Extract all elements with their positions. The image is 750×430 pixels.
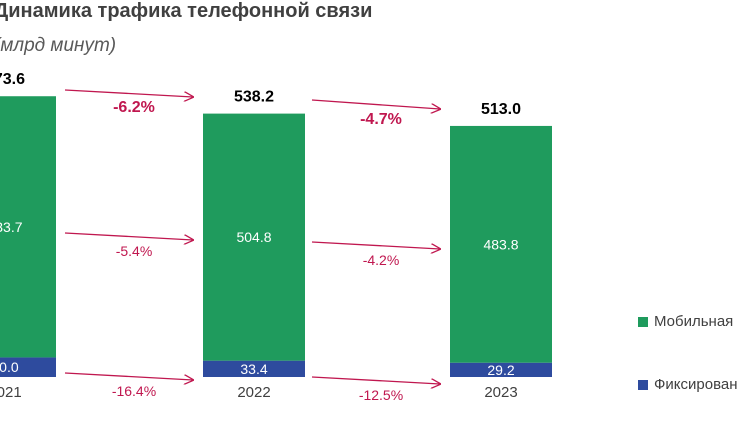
- legend-item-fixed: Фиксирован: [638, 376, 738, 393]
- change-label-fixed-0: -16.4%: [112, 383, 156, 399]
- change-arrow-total-1: [311, 99, 440, 109]
- data-label-mobile-2022: 504.8: [236, 229, 271, 245]
- data-label-fixed-2022: 33.4: [240, 361, 267, 377]
- chart-subtitle: (млрд минут): [0, 35, 117, 56]
- bar-fixed-2022: [203, 360, 305, 377]
- change-label-total-0: -6.2%: [113, 99, 155, 116]
- x-tick-2022: 2022: [237, 384, 270, 401]
- bar-mobile-2022: [203, 113, 305, 361]
- legend-swatch-mobile: [638, 316, 648, 327]
- change-arrow-mobile-1: [311, 241, 440, 249]
- change-label-mobile-1: -4.2%: [363, 252, 400, 268]
- change-arrow-total-0: [64, 89, 193, 97]
- x-tick-2023: 2023: [484, 384, 517, 401]
- change-arrow-fixed-1: [311, 376, 440, 384]
- legend-swatch-fixed: [638, 379, 648, 390]
- data-label-fixed-2021: 40.0: [0, 359, 19, 375]
- legend-item-mobile: Мобильная: [638, 313, 733, 330]
- data-label-mobile-2021: 533.7: [0, 219, 23, 235]
- chart-title: Динамика трафика телефонной связи: [0, 0, 373, 22]
- legend-label-fixed: Фиксирован: [654, 376, 738, 393]
- bar-fixed-2021: [0, 357, 56, 377]
- legend-label-mobile: Мобильная: [654, 313, 734, 330]
- change-arrow-mobile-0: [64, 232, 193, 240]
- total-label-2023: 513.0: [481, 101, 521, 118]
- total-label-2021: 573.6: [0, 71, 25, 88]
- change-label-total-1: -4.7%: [360, 111, 402, 128]
- bar-fixed-2023: [450, 362, 552, 377]
- x-tick-2021: 2021: [0, 384, 22, 401]
- data-label-fixed-2023: 29.2: [487, 362, 514, 378]
- bar-mobile-2023: [450, 125, 552, 363]
- change-arrow-fixed-0: [64, 372, 193, 380]
- bar-mobile-2021: [0, 96, 56, 358]
- change-label-mobile-0: -5.4%: [116, 243, 153, 259]
- total-label-2022: 538.2: [234, 89, 274, 106]
- data-label-mobile-2023: 483.8: [483, 236, 518, 252]
- change-label-fixed-1: -12.5%: [359, 387, 403, 403]
